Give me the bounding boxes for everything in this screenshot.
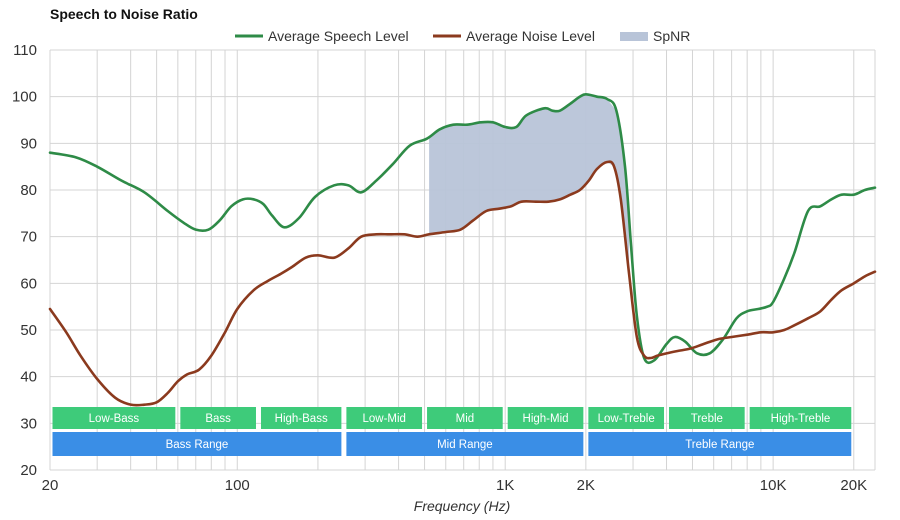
legend-label: SpNR — [653, 28, 690, 44]
y-tick-label: 110 — [13, 42, 37, 59]
y-tick-label: 70 — [20, 229, 37, 246]
band-high-treble-box — [749, 407, 852, 429]
noise-level-line — [48, 160, 877, 407]
x-tick-label: 100 — [225, 477, 250, 494]
band-low-treble-label: Low-Treble — [598, 413, 655, 425]
legend-item: Average Speech Level — [235, 28, 409, 44]
band-mid-label: Mid — [456, 413, 475, 425]
legend-swatch — [620, 32, 648, 41]
spnr-area — [429, 94, 630, 275]
legend-item: SpNR — [620, 28, 690, 44]
y-tick-label: 40 — [20, 369, 37, 386]
x-axis-label: Frequency (Hz) — [414, 498, 510, 514]
x-tick-label: 20K — [840, 477, 867, 494]
y-axis-ticks: 110 100 90 80 70 60 50 40 30 20 — [12, 42, 37, 479]
frequency-bands: Low-Bass Bass High-Bass Low-Mid Mid High-Mid L… — [52, 407, 852, 456]
legend: Average Speech Level Average Noise Level S… — [235, 28, 690, 44]
spnr-area-layer — [429, 94, 630, 275]
series-lines-layer — [48, 93, 877, 407]
band-low-mid-label: Low-Mid — [362, 413, 405, 425]
legend-label: Average Speech Level — [268, 28, 409, 44]
range-bass-range-box — [52, 432, 342, 456]
y-tick-label: 60 — [20, 275, 37, 292]
y-tick-label: 20 — [20, 462, 37, 479]
legend-label: Average Noise Level — [466, 28, 595, 44]
band-low-bass-label: Low-Bass — [89, 413, 140, 425]
band-low-bass-box — [52, 407, 176, 429]
range-mid-range-box — [346, 432, 584, 456]
band-treble-label: Treble — [691, 413, 723, 425]
band-high-treble-label: High-Treble — [771, 413, 831, 425]
y-tick-label: 90 — [20, 135, 37, 152]
y-tick-label: 80 — [20, 182, 37, 199]
band-bass-label: Bass — [205, 413, 231, 425]
chart-title: Speech to Noise Ratio — [50, 6, 198, 22]
legend-item: Average Noise Level — [433, 28, 595, 44]
y-tick-label: 100 — [12, 89, 37, 106]
x-tick-label: 1K — [496, 477, 514, 494]
band-mid-box — [427, 407, 503, 429]
band-bass-box — [180, 407, 256, 429]
range-bass-range-label: Bass Range — [166, 439, 229, 451]
x-tick-label: 10K — [760, 477, 787, 494]
band-high-bass-box — [260, 407, 342, 429]
band-high-mid-box — [507, 407, 584, 429]
y-tick-label: 30 — [20, 415, 37, 432]
band-low-mid-box — [346, 407, 423, 429]
x-axis-ticks: 20 100 1K 2K 10K 20K — [42, 477, 867, 494]
band-high-bass-label: High-Bass — [275, 413, 328, 425]
range-mid-range-label: Mid Range — [437, 439, 493, 451]
band-low-treble-box — [588, 407, 665, 429]
y-tick-label: 50 — [20, 322, 37, 339]
x-tick-label: 2K — [577, 477, 595, 494]
x-tick-label: 20 — [42, 477, 59, 494]
band-treble-box — [669, 407, 745, 429]
band-high-mid-label: High-Mid — [523, 413, 569, 425]
speech-level-line — [48, 93, 877, 365]
range-treble-range-label: Treble Range — [685, 439, 754, 451]
range-treble-range-box — [588, 432, 852, 456]
